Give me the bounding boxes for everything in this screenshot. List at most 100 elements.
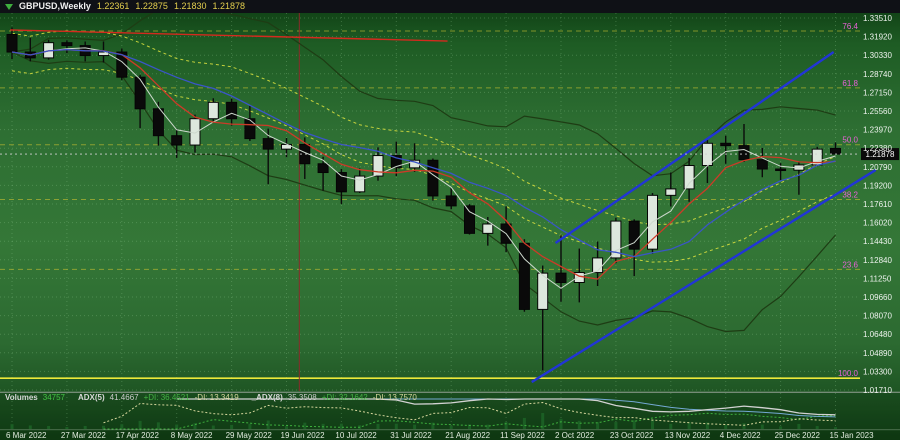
- volume-bar: [760, 424, 764, 429]
- volume-bar: [449, 425, 453, 429]
- candle: [207, 101, 219, 120]
- volume-bar: [175, 424, 179, 429]
- date-tick-label: 15 Jan 2023: [830, 431, 875, 440]
- candle: [683, 165, 695, 190]
- volume-bar: [651, 419, 654, 429]
- volume-bar: [486, 424, 490, 429]
- volume-bar: [669, 423, 673, 429]
- trendlines-layer: [10, 29, 877, 384]
- volume-bar: [614, 422, 618, 429]
- envelope-upper: [11, 30, 836, 226]
- adx8-di-minus: -DI: 13.7570: [372, 393, 417, 402]
- candles-layer: [6, 27, 841, 371]
- fib-level-label: 23.6: [842, 260, 858, 269]
- time-axis[interactable]: 6 Mar 2022 27 Mar 2022 17 Apr 2022 8 May 20…: [6, 431, 874, 440]
- price-tick-label: 1.09660: [863, 293, 892, 302]
- volume-bar: [83, 425, 87, 429]
- chart-title-bar: GBPUSD,Weekly 1.22361 1.22875 1.21830 1.…: [0, 0, 900, 13]
- volume-bar: [596, 422, 600, 429]
- quote-close: 1.21878: [212, 1, 246, 11]
- volume-bar: [230, 424, 234, 429]
- candle: [720, 142, 732, 147]
- volume-bar: [413, 424, 417, 429]
- candle: [354, 175, 366, 193]
- volume-bar: [797, 423, 801, 429]
- candle: [317, 163, 329, 174]
- bands-layer: [11, 3, 836, 333]
- candle: [61, 42, 73, 47]
- fib-level-label: 61.8: [842, 79, 858, 88]
- ma-slow: [11, 48, 836, 258]
- date-tick-label: 6 Mar 2022: [6, 431, 47, 440]
- trendline-channel-upper[interactable]: [554, 51, 835, 244]
- date-tick-label: 10 Jul 2022: [335, 431, 377, 440]
- date-tick-label: 17 Apr 2022: [116, 431, 160, 440]
- adx5-label: ADX(5): [78, 393, 105, 402]
- date-tick-label: 25 Dec 2022: [775, 431, 821, 440]
- quote-low: 1.21830: [173, 1, 207, 11]
- candle: [537, 272, 549, 310]
- candle: [6, 33, 18, 53]
- date-tick-label: 21 Aug 2022: [445, 431, 490, 440]
- bollinger-lower: [11, 51, 836, 333]
- volume-bar: [28, 425, 32, 429]
- candle: [244, 118, 256, 140]
- candle: [189, 118, 201, 146]
- adx5-di-plus: +DI: 36.4521: [143, 393, 190, 402]
- quote-high: 1.22875: [135, 1, 168, 11]
- candle: [372, 155, 384, 177]
- trendline-descending-resistance[interactable]: [10, 29, 448, 42]
- adx5-value: 41.4667: [109, 393, 139, 402]
- candle: [427, 159, 439, 197]
- volume-bar: [522, 417, 526, 429]
- adx8-value: 35.3508: [287, 393, 317, 402]
- candle: [171, 135, 183, 146]
- candle: [628, 220, 640, 250]
- price-tick-label: 1.03300: [863, 367, 892, 376]
- volume-bar: [193, 423, 197, 429]
- volume-bar: [431, 422, 435, 429]
- envelope-lower: [11, 67, 836, 263]
- ma-fast: [11, 48, 836, 280]
- volume-bar: [120, 424, 124, 429]
- ma-layer: [11, 47, 836, 289]
- volume-bar: [394, 423, 398, 429]
- price-tick-label: 1.25560: [863, 107, 892, 116]
- date-tick-label: 11 Sep 2022: [500, 431, 545, 440]
- grid-layer: [0, 13, 860, 429]
- price-tick-label: 1.04890: [863, 349, 892, 358]
- date-tick-label: 23 Oct 2022: [610, 431, 654, 440]
- volume-bar: [102, 425, 105, 429]
- candle: [152, 108, 164, 137]
- volume-bar: [577, 420, 581, 429]
- candle: [610, 220, 622, 259]
- price-tick-label: 1.33510: [863, 14, 892, 23]
- candle: [262, 138, 274, 150]
- volume-bar: [724, 424, 728, 429]
- trendline-channel-lower[interactable]: [531, 168, 877, 384]
- price-tick-label: 1.08070: [863, 312, 892, 321]
- volume-bar: [47, 425, 51, 429]
- indicator-subwindow: [10, 398, 837, 430]
- price-tick-label: 1.12840: [863, 256, 892, 265]
- price-tick-label: 1.27150: [863, 88, 892, 97]
- price-tick-label: 1.14430: [863, 237, 892, 246]
- price-tick-label: 1.19200: [863, 181, 892, 190]
- volume-bar: [156, 422, 160, 429]
- volume-bar: [339, 423, 343, 429]
- adx5-di-minus: -DI: 13.3419: [194, 393, 239, 402]
- fib-level-label: 38.2: [842, 191, 858, 200]
- ma-signal: [11, 47, 836, 289]
- candle: [116, 51, 128, 78]
- volume-bar: [504, 422, 508, 429]
- price-tick-label: 1.01710: [863, 386, 892, 395]
- price-tick-label: 1.22380: [863, 144, 892, 153]
- volume-bar: [248, 423, 252, 429]
- volume-bar: [266, 420, 270, 429]
- volume-bar: [211, 425, 215, 429]
- volume-bar: [834, 427, 837, 429]
- price-axis[interactable]: 1.33510 1.31920 1.30330 1.28740 1.27150 1.255…: [863, 14, 892, 395]
- fibonacci-layer: 76.4 61.8 50.0 38.2 23.6 100.0: [0, 22, 860, 379]
